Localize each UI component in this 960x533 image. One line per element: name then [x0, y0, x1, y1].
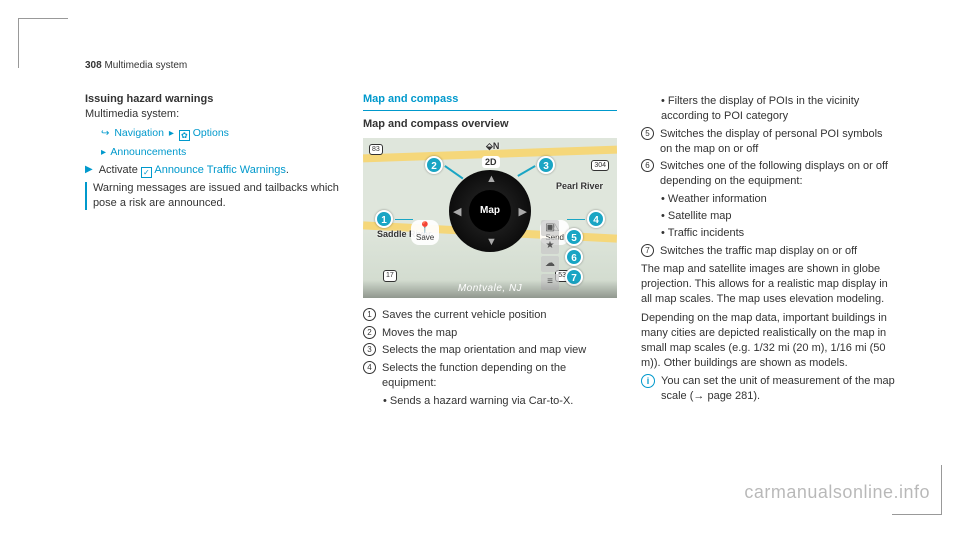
info-bar: Warning messages are issued and tailback… — [85, 181, 339, 211]
page-header: 308 Multimedia system — [85, 60, 187, 71]
arrow-right-icon: ▶ — [519, 205, 527, 220]
legend-item-1: 1 Saves the current vehicle position — [363, 308, 617, 323]
para-2: Depending on the map data, important bui… — [641, 311, 895, 370]
bc-nav: Navigation — [114, 127, 164, 139]
poi-filter-icon: ▣ — [541, 220, 559, 236]
legend-num: 2 — [363, 326, 376, 339]
save-label: Save — [416, 233, 434, 242]
legend-num: 7 — [641, 244, 654, 257]
route-shield: 304 — [591, 160, 609, 171]
column-2: Map and compass Map and compass overview… — [363, 92, 617, 411]
compass-widget: Map ▲ ▼ ◀ ▶ — [449, 170, 531, 252]
mode-2d: 2D — [482, 156, 500, 168]
legend-num: 4 — [363, 361, 376, 374]
step-row: ▶ Activate ✓ Announce Traffic Warnings. — [85, 163, 339, 178]
step-prefix: Activate — [99, 164, 138, 176]
checkbox-icon: ✓ — [141, 167, 152, 178]
callout-marker-6: 6 — [565, 248, 583, 266]
callout-marker-1: 1 — [375, 210, 393, 228]
info-text: Warning messages are issued and tailback… — [93, 181, 339, 211]
page-number: 308 — [85, 60, 102, 71]
compass-n-label: ⬙N — [486, 140, 499, 152]
legend-text: Selects the map orientation and map view — [382, 343, 586, 358]
route-shield: 83 — [369, 144, 383, 155]
breadcrumb-2: ▸ Announcements — [99, 145, 339, 160]
legend-list: 1 Saves the current vehicle position 2 Mov… — [363, 308, 617, 409]
column-3: Filters the display of POIs in the vicin… — [641, 92, 895, 411]
weather-icon: ☁ — [541, 256, 559, 272]
callout-line — [517, 165, 535, 176]
legend-item-6: 6 Switches one of the following displays … — [641, 159, 895, 189]
info-text: You can set the unit of measurement of t… — [661, 374, 895, 404]
step-option: Announce Traffic Warnings — [154, 164, 285, 176]
callout-marker-3: 3 — [537, 156, 555, 174]
callout-line — [567, 219, 585, 221]
legend-text: Switches the display of personal POI sym… — [660, 127, 895, 157]
legend-num: 1 — [363, 308, 376, 321]
corner-decoration-tl — [18, 18, 68, 68]
arrow-icon: ↪ — [101, 127, 109, 141]
legend-num: 5 — [641, 127, 654, 140]
breadcrumb: ↪ Navigation ▸ ✿ Options — [99, 126, 339, 141]
callout-line — [445, 165, 464, 179]
legend-4-sub: Sends a hazard warning via Car-to-X. — [383, 394, 617, 409]
step-bullet-icon: ▶ — [85, 163, 93, 178]
legend-6-sub2: Satellite map — [661, 209, 895, 224]
legend-item-4: 4 Selects the function depending on the e… — [363, 361, 617, 391]
poi-personal-icon: ★ — [541, 238, 559, 254]
bc-options: Options — [193, 127, 229, 139]
legend-4-sub2: Filters the display of POIs in the vicin… — [661, 94, 895, 124]
section-title: Map and compass — [363, 92, 617, 111]
legend-item-7: 7 Switches the traffic map display on or … — [641, 244, 895, 259]
compass-center: Map — [469, 190, 511, 232]
col1-subtitle: Multimedia system: — [85, 107, 339, 122]
step-text: Activate ✓ Announce Traffic Warnings. — [99, 163, 289, 178]
callout-marker-4: 4 — [587, 210, 605, 228]
legend-item-3: 3 Selects the map orientation and map vie… — [363, 343, 617, 358]
gear-icon: ✿ — [179, 130, 190, 141]
watermark: carmanualsonline.info — [744, 482, 930, 503]
para-1: The map and satellite images are shown i… — [641, 262, 895, 307]
legend-num: 3 — [363, 343, 376, 356]
step-suffix: . — [286, 164, 289, 176]
tile-stack: ▣ ★ ☁ ≡ — [541, 220, 559, 290]
info-note: i You can set the unit of measurement of… — [641, 374, 895, 404]
col1-title: Issuing hazard warnings — [85, 92, 339, 107]
legend-text: Switches the traffic map display on or o… — [660, 244, 857, 259]
info-icon: i — [641, 374, 655, 388]
arrow-left-icon: ◀ — [453, 205, 461, 220]
chevron-icon: ▸ — [101, 146, 106, 160]
chevron-icon: ▸ — [169, 127, 174, 141]
bc-announce: Announcements — [110, 146, 186, 158]
callout-line — [395, 219, 413, 221]
header-section: Multimedia system — [104, 60, 187, 71]
legend-num: 6 — [641, 159, 654, 172]
legend-item-5: 5 Switches the display of personal POI sy… — [641, 127, 895, 157]
column-1: Issuing hazard warnings Multimedia syste… — [85, 92, 339, 411]
arrow-up-icon: ▲ — [486, 172, 497, 187]
info-stripe — [85, 182, 87, 210]
save-pill: 📍 Save — [411, 220, 439, 245]
callout-marker-2: 2 — [425, 156, 443, 174]
arrow-down-icon: ▼ — [486, 235, 497, 250]
map-screenshot: 83 304 17 53 ⬙N 2D 3D Pearl River Saddle… — [363, 138, 617, 298]
city-label: Pearl River — [556, 180, 603, 192]
legend-text: Selects the function depending on the eq… — [382, 361, 617, 391]
legend-item-2: 2 Moves the map — [363, 326, 617, 341]
legend-6-sub1: Weather information — [661, 192, 895, 207]
legend-text: Switches one of the following displays o… — [660, 159, 895, 189]
sub-title: Map and compass overview — [363, 117, 617, 132]
legend-text: Moves the map — [382, 326, 457, 341]
map-footer: Montvale, NJ — [363, 280, 617, 298]
callout-marker-5: 5 — [565, 228, 583, 246]
content-columns: Issuing hazard warnings Multimedia syste… — [85, 92, 895, 411]
legend-6-sub3: Traffic incidents — [661, 226, 895, 241]
legend-text: Saves the current vehicle position — [382, 308, 546, 323]
